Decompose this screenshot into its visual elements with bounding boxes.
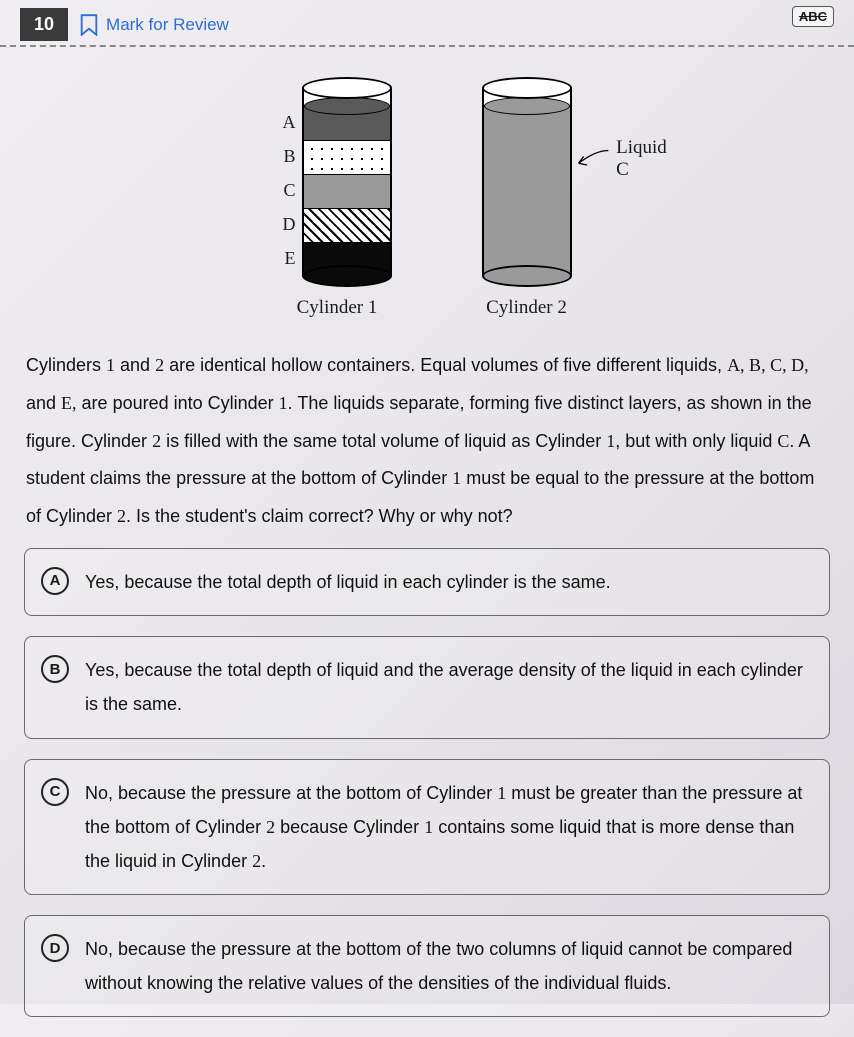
- cylinder-1-block: A B C D E Cylinder 1: [283, 77, 392, 319]
- cylinder-1: [302, 77, 392, 287]
- cylinder-2: [482, 77, 572, 287]
- option-d[interactable]: D No, because the pressure at the bottom…: [24, 915, 830, 1017]
- layer-d: [304, 208, 390, 242]
- abc-strikethrough-badge[interactable]: ABC: [792, 6, 834, 27]
- cylinder-1-caption: Cylinder 1: [297, 297, 378, 319]
- option-c-letter: C: [41, 778, 69, 806]
- cylinder-2-caption: Cylinder 2: [486, 297, 567, 319]
- option-b[interactable]: B Yes, because the total depth of liquid…: [24, 636, 830, 738]
- option-a-text: Yes, because the total depth of liquid i…: [85, 565, 611, 599]
- question-header: 10 Mark for Review ABC: [0, 0, 854, 47]
- layer-label-d: D: [283, 207, 296, 241]
- answer-options: A Yes, because the total depth of liquid…: [0, 542, 854, 1037]
- layer-label-c: C: [283, 173, 296, 207]
- question-number-badge: 10: [20, 8, 68, 41]
- option-b-text: Yes, because the total depth of liquid a…: [85, 653, 811, 721]
- question-stem: Cylinders 1 and 2 are identical hollow c…: [0, 329, 854, 542]
- layer-b: [304, 140, 390, 174]
- option-d-text: No, because the pressure at the bottom o…: [85, 932, 811, 1000]
- cylinder-2-fill: [484, 106, 570, 276]
- layer-label-b: B: [283, 139, 296, 173]
- bookmark-icon[interactable]: [80, 14, 98, 36]
- layer-c: [304, 174, 390, 208]
- liquid-c-label: Liquid C: [616, 137, 674, 181]
- option-d-letter: D: [41, 934, 69, 962]
- option-a-letter: A: [41, 567, 69, 595]
- option-c-text: No, because the pressure at the bottom o…: [85, 776, 811, 879]
- layer-label-a: A: [283, 105, 296, 139]
- option-c[interactable]: C No, because the pressure at the bottom…: [24, 759, 830, 896]
- liquid-c-pointer: Liquid C: [570, 137, 675, 181]
- mark-for-review-link[interactable]: Mark for Review: [106, 15, 229, 35]
- pointer-arrow-icon: [570, 144, 613, 174]
- layer-label-e: E: [283, 241, 296, 275]
- option-b-letter: B: [41, 655, 69, 683]
- option-a[interactable]: A Yes, because the total depth of liquid…: [24, 548, 830, 616]
- cylinder-2-block: Liquid C Cylinder 2: [482, 77, 572, 319]
- cylinder-1-layer-labels: A B C D E: [283, 77, 296, 275]
- figure-area: A B C D E Cylinder 1: [0, 47, 854, 329]
